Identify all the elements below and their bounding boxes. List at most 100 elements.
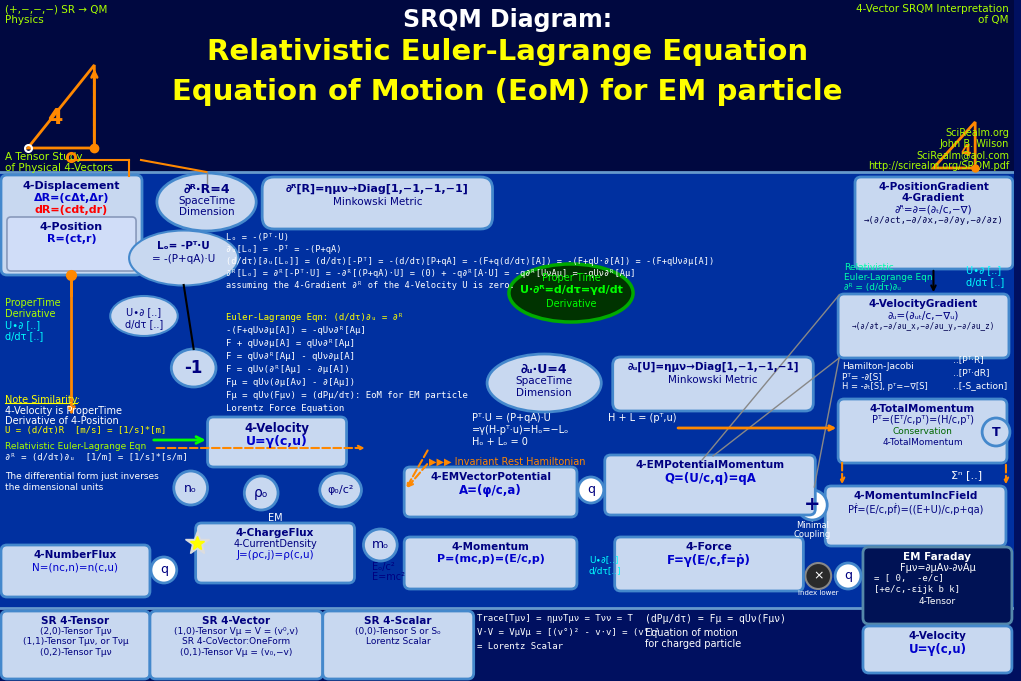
Text: = -(P+qA)·U: = -(P+qA)·U [152,254,215,264]
Text: Relativistic Euler-Lagrange Equation: Relativistic Euler-Lagrange Equation [207,38,808,66]
Text: 4-Momentum: 4-Momentum [451,542,530,552]
Text: Lorentz Scalar: Lorentz Scalar [366,637,431,646]
Text: (dPμ/dτ) = Fμ = qUν(Fμν): (dPμ/dτ) = Fμ = qUν(Fμν) [645,614,786,624]
Text: SRQM Diagram:: SRQM Diagram: [403,8,612,32]
Text: Euler-Lagrange Eqn: Euler-Lagrange Eqn [844,273,933,282]
FancyBboxPatch shape [825,486,1006,546]
Ellipse shape [797,490,827,520]
Text: 4-ChargeFlux: 4-ChargeFlux [236,528,314,538]
FancyBboxPatch shape [150,611,323,679]
Text: d/dτ [..]: d/dτ [..] [5,331,43,341]
Text: 4-VelocityGradient: 4-VelocityGradient [869,299,978,309]
Text: ..[Pᵀ·R]: ..[Pᵀ·R] [954,355,984,364]
Text: index lower: index lower [798,590,838,596]
FancyBboxPatch shape [613,357,814,411]
Text: SR 4-Vector: SR 4-Vector [202,616,271,626]
FancyBboxPatch shape [1,611,150,679]
Text: [+e/c,-εijk b k]: [+e/c,-εijk b k] [874,585,960,594]
Text: = [ 0,  -e/c]: = [ 0, -e/c] [874,574,943,583]
Text: A Tensor Study: A Tensor Study [5,152,83,162]
Text: Dimension: Dimension [179,207,235,217]
Text: Lorentz Force Equation: Lorentz Force Equation [227,404,345,413]
Text: q: q [587,484,595,496]
Ellipse shape [110,296,178,336]
FancyBboxPatch shape [838,294,1009,358]
Ellipse shape [151,557,177,583]
Text: ρₒ: ρₒ [254,486,269,500]
Text: Pᵀ= -∂[S]: Pᵀ= -∂[S] [842,372,882,381]
Text: SpaceTime: SpaceTime [516,376,573,386]
Text: of QM: of QM [978,15,1009,25]
Text: SR 4-Tensor: SR 4-Tensor [42,616,109,626]
Text: ProperTime: ProperTime [5,298,60,308]
Text: Derivative of 4-Position: Derivative of 4-Position [5,416,118,426]
Ellipse shape [363,529,397,561]
Text: Q=(U/c,q)=qA: Q=(U/c,q)=qA [664,472,756,485]
FancyBboxPatch shape [262,177,492,229]
Text: Pḟ=(E/c,pḟ)=((E+U)/c,p+qa): Pḟ=(E/c,pḟ)=((E+U)/c,p+qa) [847,503,983,515]
Text: 4-TotalMomentum: 4-TotalMomentum [870,404,975,414]
Text: Hₒ + Lₒ = 0: Hₒ + Lₒ = 0 [472,437,528,447]
Text: q: q [844,569,853,582]
Text: U∙∂ᴿ=d/dτ=γd/dt: U∙∂ᴿ=d/dτ=γd/dt [520,285,623,295]
Text: (0,0)-Tensor S or Sₒ: (0,0)-Tensor S or Sₒ [355,627,441,636]
Text: A=(φ/c,a): A=(φ/c,a) [459,484,522,497]
Ellipse shape [157,173,256,231]
Text: 4-NumberFlux: 4-NumberFlux [34,550,117,560]
Text: SpaceTime: SpaceTime [178,196,235,206]
Text: 4-MomentumIncField: 4-MomentumIncField [854,491,978,501]
Text: d/dτ [..]: d/dτ [..] [125,319,163,329]
Text: d/dτ[..]: d/dτ[..] [589,566,622,575]
FancyBboxPatch shape [863,547,1012,624]
Text: 4-Velocity is ProperTime: 4-Velocity is ProperTime [5,406,121,416]
Text: F = qUν(∂ᴿ[Aμ] - ∂μ[A]): F = qUν(∂ᴿ[Aμ] - ∂μ[A]) [227,365,350,374]
Text: Euler-Lagrange Eqn: (d/dτ)∂ᵤ = ∂ᴿ: Euler-Lagrange Eqn: (d/dτ)∂ᵤ = ∂ᴿ [227,313,403,322]
Text: U∙∂ [..]: U∙∂ [..] [5,320,40,330]
Text: J=(ρc,j)=ρ(c,u): J=(ρc,j)=ρ(c,u) [236,550,313,560]
Text: 4-Vector SRQM Interpretation: 4-Vector SRQM Interpretation [857,4,1009,14]
Text: (d/dτ)[∂ᵤ[Lₒ]] = (d/dτ)[-Pᵀ] = -(d/dτ)[P+qA] = -(F+q(d/dτ)[A]) = -(F+qU·∂[A]) = : (d/dτ)[∂ᵤ[Lₒ]] = (d/dτ)[-Pᵀ] = -(d/dτ)[P… [227,257,715,266]
Text: Dimension: Dimension [517,388,572,398]
FancyBboxPatch shape [404,467,577,517]
Text: 4-EMVectorPotential: 4-EMVectorPotential [430,472,551,482]
Text: http://scirealm.org/SRQM.pdf: http://scirealm.org/SRQM.pdf [868,161,1009,171]
Text: Equation of motion: Equation of motion [645,628,738,638]
FancyBboxPatch shape [1,545,150,597]
Text: John B. Wilson: John B. Wilson [939,139,1009,149]
Text: →(∂/∂t,−∂/∂u_x,−∂/∂u_y,−∂/∂u_z): →(∂/∂t,−∂/∂u_x,−∂/∂u_y,−∂/∂u_z) [852,322,995,331]
FancyBboxPatch shape [855,177,1013,269]
Text: Fμ = qUν(Fμν) = (dPμ/dτ): EoM for EM particle: Fμ = qUν(Fμν) = (dPμ/dτ): EoM for EM par… [227,391,469,400]
Text: R=(ct,r): R=(ct,r) [47,234,96,244]
Text: 4-TotalMomentum: 4-TotalMomentum [882,438,963,447]
Text: ..[-S_action]: ..[-S_action] [954,381,1008,390]
FancyBboxPatch shape [7,217,136,271]
FancyBboxPatch shape [404,537,577,589]
Text: 4: 4 [960,144,971,159]
Text: φₒ/c²: φₒ/c² [328,485,354,495]
FancyBboxPatch shape [863,626,1012,673]
Text: Trace[Tμν] = ημνTμν = Tνν = T: Trace[Tμν] = ημνTμν = Tνν = T [477,614,633,623]
Text: Minkowski Metric: Minkowski Metric [669,375,758,385]
FancyBboxPatch shape [1,175,142,275]
Text: Note Similarity:: Note Similarity: [5,395,80,405]
Text: ∂ᵤ[Lₒ] = -Pᵀ = -(P+qA): ∂ᵤ[Lₒ] = -Pᵀ = -(P+qA) [227,245,342,254]
Text: (1,1)-Tensor Tμν, or Tνμ: (1,1)-Tensor Tμν, or Tνμ [22,637,129,646]
Text: ∂ᵤ·U=4: ∂ᵤ·U=4 [521,363,568,376]
FancyBboxPatch shape [207,417,346,467]
Text: 4-Velocity: 4-Velocity [909,631,966,641]
Text: Derivative: Derivative [5,309,55,319]
Text: assuming the 4-Gradient ∂ᴿ of the 4-Velocity U is zero.: assuming the 4-Gradient ∂ᴿ of the 4-Velo… [227,281,516,290]
Text: H + L = (pᵀ,u): H + L = (pᵀ,u) [607,413,676,423]
Ellipse shape [982,418,1010,446]
Text: d/dτ [..]: d/dτ [..] [966,277,1005,287]
Text: U∙∂ [..]: U∙∂ [..] [966,265,1002,275]
Text: dR=(cdt,dr): dR=(cdt,dr) [35,205,108,215]
Text: U = (d/dτ)R  [m/s] = [1/s]*[m]: U = (d/dτ)R [m/s] = [1/s]*[m] [5,426,166,435]
Text: Physics: Physics [5,15,44,25]
Text: Relativistic: Relativistic [844,263,893,272]
Text: Lₒ= -Pᵀ·U: Lₒ= -Pᵀ·U [157,241,210,251]
Ellipse shape [129,230,238,285]
Text: ∂ᴿ[R]=ημν→Diag[1,−1,−1,−1]: ∂ᴿ[R]=ημν→Diag[1,−1,−1,−1] [286,184,469,194]
Text: Derivative: Derivative [546,299,596,309]
Bar [0,0,1014,172]
